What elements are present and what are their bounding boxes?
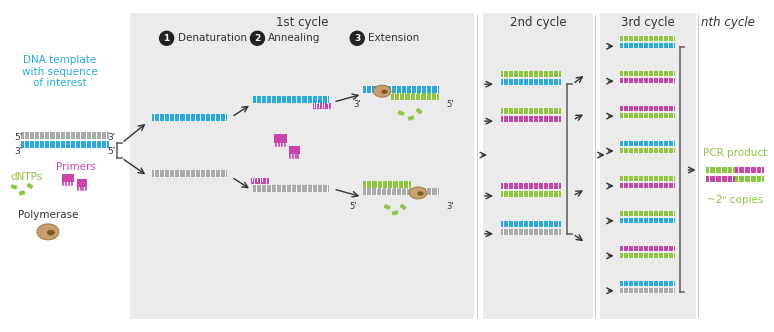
Bar <box>620 71 675 76</box>
Ellipse shape <box>409 187 426 199</box>
Bar <box>600 13 697 319</box>
Ellipse shape <box>373 85 391 97</box>
Text: Annealing: Annealing <box>269 33 320 43</box>
Polygon shape <box>408 115 415 121</box>
Text: 3rd cycle: 3rd cycle <box>621 16 674 29</box>
Bar <box>620 218 675 223</box>
Circle shape <box>350 31 365 45</box>
Bar <box>707 168 735 174</box>
Bar <box>707 177 735 183</box>
Text: dNTPs: dNTPs <box>10 172 43 182</box>
Text: DNA template
with sequence
of interest: DNA template with sequence of interest <box>22 55 98 88</box>
Bar <box>620 246 675 251</box>
Text: 3': 3' <box>108 132 116 141</box>
Ellipse shape <box>417 192 423 196</box>
Text: 2nd cycle: 2nd cycle <box>509 16 566 29</box>
Bar <box>253 96 329 103</box>
Bar <box>620 176 675 181</box>
Polygon shape <box>384 204 391 210</box>
Bar <box>735 168 764 174</box>
Text: Extension: Extension <box>368 33 420 43</box>
Bar <box>77 179 87 187</box>
Ellipse shape <box>37 224 59 240</box>
Ellipse shape <box>382 90 388 94</box>
Bar <box>130 13 474 319</box>
Bar <box>483 13 593 319</box>
Bar <box>62 174 74 182</box>
Text: Denaturation: Denaturation <box>177 33 247 43</box>
Bar <box>363 188 439 195</box>
Bar <box>501 116 561 122</box>
Text: 3': 3' <box>354 100 361 109</box>
Polygon shape <box>392 210 399 215</box>
Text: Primers: Primers <box>56 162 96 172</box>
Bar <box>274 133 287 142</box>
Text: 2: 2 <box>255 34 261 43</box>
Bar <box>620 288 675 293</box>
Text: 1: 1 <box>163 34 170 43</box>
Polygon shape <box>416 108 423 115</box>
Bar <box>363 181 411 188</box>
Bar <box>21 132 109 139</box>
Bar <box>501 191 561 197</box>
Text: 5': 5' <box>350 202 358 211</box>
Bar <box>363 86 439 93</box>
Bar <box>620 148 675 153</box>
Bar <box>501 71 561 77</box>
Bar <box>620 183 675 188</box>
Text: Polymerase: Polymerase <box>18 210 78 220</box>
Bar <box>620 36 675 41</box>
Bar <box>253 185 329 192</box>
Bar <box>620 253 675 258</box>
Bar <box>152 170 228 177</box>
Circle shape <box>159 31 173 45</box>
Bar <box>620 106 675 111</box>
Text: PCR product: PCR product <box>704 148 768 158</box>
Polygon shape <box>26 183 33 189</box>
Polygon shape <box>19 190 26 196</box>
Text: 5': 5' <box>446 100 454 109</box>
Text: 3: 3 <box>354 34 361 43</box>
Text: 5': 5' <box>108 146 116 155</box>
Bar <box>289 146 300 154</box>
Bar <box>501 79 561 85</box>
Text: ~2ⁿ copies: ~2ⁿ copies <box>707 195 764 205</box>
Bar <box>501 229 561 235</box>
Circle shape <box>251 31 265 45</box>
Bar <box>620 141 675 146</box>
Text: nth cycle: nth cycle <box>701 16 755 29</box>
Bar <box>620 78 675 83</box>
Text: 3': 3' <box>446 202 454 211</box>
Bar <box>391 93 439 100</box>
Bar <box>152 114 228 121</box>
Bar <box>620 113 675 118</box>
Polygon shape <box>398 110 405 116</box>
Bar <box>252 178 269 184</box>
Bar <box>501 108 561 114</box>
Bar <box>620 43 675 48</box>
Bar <box>735 177 764 183</box>
Polygon shape <box>11 184 18 190</box>
Bar <box>21 141 109 148</box>
Text: 5': 5' <box>14 132 22 141</box>
Bar <box>620 281 675 286</box>
Bar <box>501 221 561 227</box>
Bar <box>620 211 675 216</box>
Text: 1st cycle: 1st cycle <box>276 16 329 29</box>
Polygon shape <box>399 204 406 210</box>
Bar <box>313 103 331 109</box>
Ellipse shape <box>47 230 55 235</box>
Text: 3': 3' <box>14 146 22 155</box>
Bar <box>501 183 561 189</box>
